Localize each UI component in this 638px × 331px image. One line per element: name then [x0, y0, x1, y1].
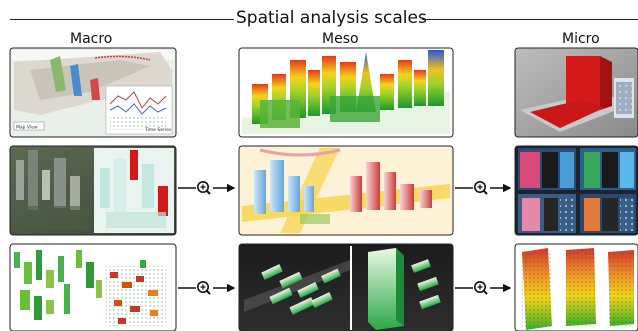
connector-r2-macro-meso: [178, 181, 236, 195]
panel-micro-pointcloud: [514, 243, 638, 331]
connector-r3-macro-meso: [178, 280, 236, 295]
title-rule-left: [10, 19, 234, 20]
panel-macro-map-dashboard: [9, 47, 177, 138]
zoom-in-icon: [473, 280, 488, 295]
panel-macro-footprints: [9, 243, 177, 331]
panel-meso-green-dark: [238, 243, 454, 331]
panel-macro-aerial-model: [9, 145, 177, 236]
zoom-in-icon: [197, 181, 211, 195]
connector-r2-meso-micro: [455, 181, 512, 195]
map-view-label: Map View: [16, 125, 38, 131]
zoom-in-icon: [473, 181, 488, 195]
time-series-label: Time Series: [144, 127, 172, 133]
panel-micro-facades: [514, 145, 638, 236]
panel-micro-red-building: [514, 47, 638, 138]
column-label-micro: Micro: [562, 31, 600, 47]
figure-title: Spatial analysis scales: [236, 8, 427, 28]
zoom-in-icon: [197, 280, 211, 295]
panel-meso-rainbow-skyline: [238, 47, 454, 138]
column-label-meso: Meso: [322, 31, 359, 47]
title-rule-right: [422, 19, 638, 20]
column-label-macro: Macro: [70, 31, 113, 47]
connector-r3-meso-micro: [455, 280, 512, 295]
panel-meso-blue-red-buildings: [238, 145, 454, 236]
